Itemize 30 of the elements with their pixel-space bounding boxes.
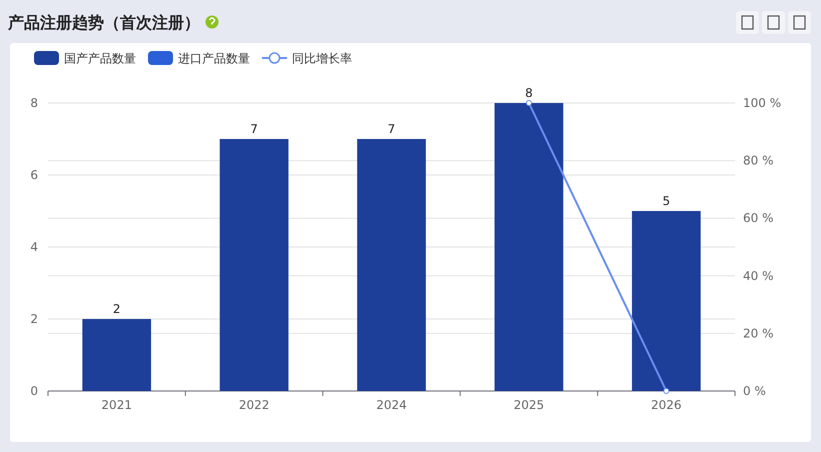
- y2-tick-label: 40 %: [743, 268, 774, 283]
- y-tick-label: 0: [30, 384, 38, 398]
- x-tick-label: 2022: [238, 398, 270, 412]
- chart-title: 产品注册趋势（首次注册）: [7, 13, 200, 32]
- y-tick-label: 2: [30, 312, 38, 326]
- data-label: 8: [525, 86, 533, 100]
- legend-label: 进口产品数量: [178, 52, 250, 66]
- y-tick-label: 8: [30, 96, 38, 110]
- y2-tick-label: 60 %: [743, 211, 774, 226]
- legend-label: 同比增长率: [292, 52, 352, 66]
- y2-tick-label: 20 %: [743, 326, 774, 340]
- x-tick-label: 2026: [651, 398, 682, 412]
- data-label: 2: [112, 302, 121, 316]
- bar: [494, 103, 564, 391]
- bar: [632, 211, 701, 391]
- bar: [357, 139, 426, 391]
- y2-tick-label: 100 %: [743, 96, 782, 110]
- data-label: 7: [250, 122, 258, 136]
- bar: [82, 319, 152, 391]
- bar: [220, 139, 288, 391]
- data-label: 7: [388, 122, 396, 136]
- x-tick-label: 2024: [376, 398, 407, 412]
- y-tick-label: 6: [30, 168, 38, 182]
- data-label: 5: [662, 194, 670, 208]
- y2-tick-label: 0 %: [743, 384, 766, 398]
- y2-tick-label: 80 %: [743, 154, 774, 168]
- y-tick-label: 4: [30, 240, 38, 254]
- legend-label: 国产产品数量: [64, 52, 136, 66]
- x-tick-label: 2021: [101, 398, 132, 412]
- x-tick-label: 2025: [514, 398, 544, 412]
